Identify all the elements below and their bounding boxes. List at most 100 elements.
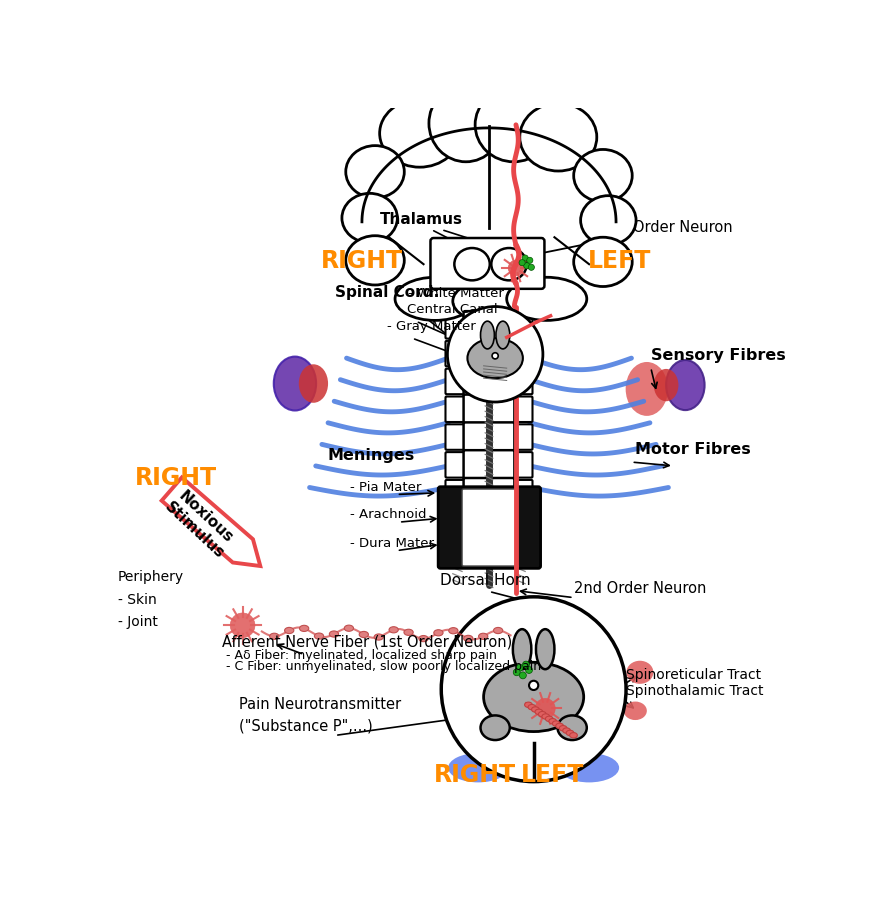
Ellipse shape: [566, 730, 574, 735]
Circle shape: [492, 352, 498, 359]
Ellipse shape: [539, 711, 546, 717]
Ellipse shape: [429, 85, 503, 162]
Ellipse shape: [546, 717, 553, 722]
Ellipse shape: [346, 236, 405, 285]
Ellipse shape: [455, 248, 490, 280]
Text: Dorsal Horn: Dorsal Horn: [440, 574, 531, 588]
FancyBboxPatch shape: [446, 396, 468, 422]
Circle shape: [526, 666, 533, 673]
Text: - Dura Mater: - Dura Mater: [350, 537, 434, 550]
Circle shape: [442, 597, 626, 781]
Ellipse shape: [493, 628, 503, 634]
Ellipse shape: [653, 369, 678, 401]
Ellipse shape: [285, 628, 293, 634]
FancyBboxPatch shape: [463, 395, 514, 424]
Ellipse shape: [559, 753, 619, 782]
Ellipse shape: [481, 716, 510, 740]
Text: LEFT: LEFT: [588, 249, 652, 273]
FancyBboxPatch shape: [510, 424, 533, 450]
FancyBboxPatch shape: [510, 369, 533, 394]
Ellipse shape: [574, 237, 632, 287]
Ellipse shape: [481, 321, 494, 349]
Ellipse shape: [512, 629, 532, 669]
Ellipse shape: [314, 633, 323, 639]
Ellipse shape: [449, 628, 458, 634]
Ellipse shape: [404, 629, 413, 636]
FancyBboxPatch shape: [463, 478, 514, 507]
Ellipse shape: [666, 360, 704, 410]
Polygon shape: [162, 477, 260, 566]
Text: Afferent Nerve Fiber (1st Order Neuron): Afferent Nerve Fiber (1st Order Neuron): [222, 635, 512, 650]
Circle shape: [230, 613, 255, 637]
Text: Cortex: Cortex: [410, 110, 507, 132]
Circle shape: [529, 681, 538, 690]
Text: Spinoreticular Tract: Spinoreticular Tract: [626, 668, 761, 682]
FancyBboxPatch shape: [362, 126, 616, 218]
Ellipse shape: [559, 725, 567, 731]
Text: 3rd Order Neuron: 3rd Order Neuron: [522, 220, 733, 259]
Ellipse shape: [453, 280, 533, 323]
Ellipse shape: [395, 277, 475, 320]
Ellipse shape: [300, 626, 308, 631]
Ellipse shape: [525, 702, 533, 708]
FancyBboxPatch shape: [462, 489, 516, 566]
Text: Thalamus: Thalamus: [379, 212, 463, 227]
Text: - White Matter: - White Matter: [408, 287, 504, 299]
Circle shape: [522, 255, 528, 261]
Circle shape: [528, 264, 534, 271]
Text: RIGHT: RIGHT: [321, 249, 403, 273]
FancyBboxPatch shape: [510, 452, 533, 477]
Ellipse shape: [536, 629, 555, 669]
Ellipse shape: [535, 709, 543, 715]
Ellipse shape: [532, 707, 540, 712]
FancyBboxPatch shape: [446, 452, 468, 477]
FancyBboxPatch shape: [510, 313, 533, 339]
FancyBboxPatch shape: [463, 450, 514, 479]
Circle shape: [535, 699, 555, 718]
Ellipse shape: [624, 701, 646, 720]
FancyBboxPatch shape: [510, 341, 533, 367]
Text: 2nd Order Neuron: 2nd Order Neuron: [574, 581, 706, 596]
Ellipse shape: [342, 193, 398, 243]
FancyBboxPatch shape: [510, 536, 533, 561]
Text: RIGHT: RIGHT: [135, 467, 217, 490]
FancyBboxPatch shape: [463, 534, 514, 563]
FancyBboxPatch shape: [438, 486, 540, 568]
FancyBboxPatch shape: [463, 423, 514, 451]
Circle shape: [524, 263, 530, 269]
FancyBboxPatch shape: [463, 339, 514, 369]
Ellipse shape: [299, 364, 328, 403]
Ellipse shape: [542, 714, 549, 719]
Text: Noxious
Stimulus: Noxious Stimulus: [162, 486, 239, 561]
Ellipse shape: [379, 100, 460, 167]
Ellipse shape: [519, 103, 597, 171]
Ellipse shape: [569, 733, 577, 738]
FancyBboxPatch shape: [446, 508, 468, 533]
FancyBboxPatch shape: [430, 238, 544, 289]
Text: Periphery
- Skin
- Joint: Periphery - Skin - Joint: [118, 570, 184, 629]
Ellipse shape: [625, 362, 668, 416]
FancyBboxPatch shape: [463, 506, 514, 535]
Ellipse shape: [359, 631, 369, 637]
Ellipse shape: [329, 631, 339, 637]
Text: Sensory Fibres: Sensory Fibres: [651, 348, 786, 362]
Text: - Central Canal: - Central Canal: [398, 304, 498, 316]
Text: Motor Fibres: Motor Fibres: [635, 442, 751, 458]
Ellipse shape: [463, 636, 473, 642]
Text: RIGHT: RIGHT: [434, 762, 516, 787]
FancyBboxPatch shape: [446, 341, 468, 367]
Circle shape: [508, 261, 524, 276]
Text: Spinothalamic Tract: Spinothalamic Tract: [626, 683, 764, 698]
Text: Pain Neurotransmitter
("Substance P",...): Pain Neurotransmitter ("Substance P",...…: [239, 697, 401, 733]
FancyBboxPatch shape: [510, 396, 533, 422]
Circle shape: [519, 672, 526, 679]
Ellipse shape: [362, 128, 616, 316]
Text: LEFT: LEFT: [520, 762, 583, 787]
Circle shape: [513, 669, 520, 676]
FancyBboxPatch shape: [446, 313, 468, 339]
Ellipse shape: [274, 357, 316, 411]
Text: - Gray Matter: - Gray Matter: [387, 320, 476, 334]
Ellipse shape: [506, 277, 587, 320]
Ellipse shape: [581, 196, 636, 245]
Ellipse shape: [557, 716, 587, 740]
